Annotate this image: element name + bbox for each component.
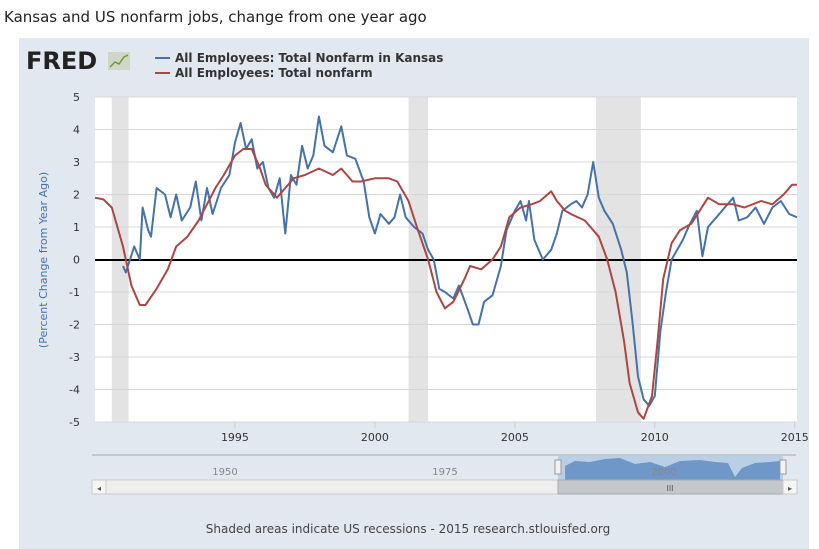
y-tick-label: 1 <box>73 221 80 234</box>
y-tick-label: -5 <box>69 416 80 429</box>
x-tick-label: 2015 <box>781 431 809 444</box>
y-tick-label: -2 <box>69 319 80 332</box>
y-tick-label: 0 <box>73 254 80 267</box>
page-title: Kansas and US nonfarm jobs, change from … <box>4 8 427 26</box>
y-tick-label: 5 <box>73 91 80 104</box>
navigator-label: 2000 <box>651 467 676 478</box>
x-tick-label: 1995 <box>221 431 249 444</box>
navigator-series-area <box>565 458 780 480</box>
fred-logo-text: FRED <box>26 47 97 75</box>
scroll-left-button[interactable] <box>91 479 107 495</box>
legend-kansas-label[interactable]: All Employees: Total Nonfarm in Kansas <box>175 51 443 65</box>
x-tick-label: 2010 <box>641 431 669 444</box>
series-line-kansas <box>122 115 798 407</box>
footer-note: Shaded areas indicate US recessions - 20… <box>206 522 610 536</box>
navigator-label: 1950 <box>212 467 237 478</box>
navigator-right-handle[interactable] <box>779 459 787 475</box>
legend-us-label[interactable]: All Employees: Total nonfarm <box>175 66 373 80</box>
y-tick-label: 4 <box>73 124 80 137</box>
y-axis-label: (Percent Change from Year Ago) <box>37 172 50 348</box>
series-line-us <box>94 148 797 420</box>
y-tick-label: -3 <box>69 351 80 364</box>
fred-logo-graph-icon <box>108 52 130 70</box>
navigator-label: 1975 <box>432 467 457 478</box>
y-tick-label: 3 <box>73 156 80 169</box>
arrow-left-icon: ◂ <box>97 484 101 493</box>
fred-logo: FRED <box>26 47 130 75</box>
fred-logo-line-icon <box>109 54 129 68</box>
y-tick-label: 2 <box>73 189 80 202</box>
x-tick-label: 2005 <box>501 431 529 444</box>
legend[interactable]: All Employees: Total Nonfarm in Kansas A… <box>155 51 443 80</box>
y-tick-label: -4 <box>69 384 80 397</box>
arrow-right-icon: ▸ <box>788 484 792 493</box>
y-tick-label: -1 <box>69 286 80 299</box>
navigator-left-handle[interactable] <box>554 459 562 475</box>
x-tick-label: 2000 <box>361 431 389 444</box>
navigator[interactable]: 1950 1975 2000 III ◂ ▸ <box>91 454 798 495</box>
scrollbar-grip-icon: III <box>666 484 673 493</box>
scroll-right-button[interactable] <box>782 479 798 495</box>
